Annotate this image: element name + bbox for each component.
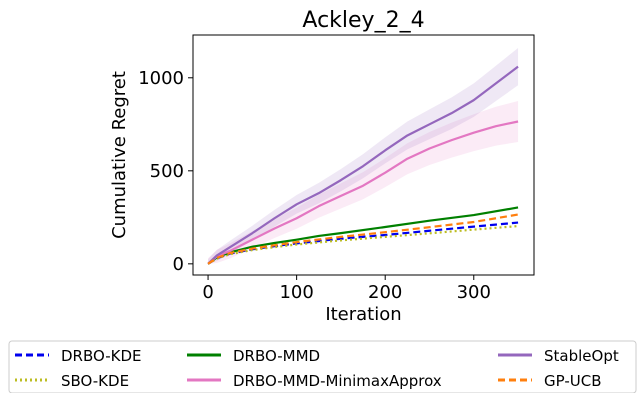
y-tick-label: 500	[150, 161, 184, 182]
x-tick-label: 300	[457, 282, 491, 303]
series-line-drbo-mmd-minimaxapprox	[207, 120, 519, 265]
legend-label-gp-ucb: GP-UCB	[544, 372, 602, 390]
legend-label-drbo-mmd: DRBO-MMD	[233, 347, 320, 365]
series-line-stableopt	[207, 65, 519, 265]
plot-area-frame	[192, 34, 535, 276]
chart-title: Ackley_2_4	[302, 8, 424, 33]
y-axis-label: Cumulative Regret	[109, 71, 130, 239]
y-tick-label: 1000	[138, 68, 184, 89]
legend-label-drbo-mmd-minimaxapprox: DRBO-MMD-MinimaxApprox	[233, 372, 442, 390]
x-tick-label: 200	[368, 282, 402, 303]
y-tick-label: 0	[173, 254, 184, 275]
series-lines	[207, 65, 519, 265]
x-tick-label: 0	[202, 282, 213, 303]
series-line-sbo-kde	[207, 224, 519, 265]
x-tick-label: 100	[279, 282, 313, 303]
x-axis-label: Iteration	[325, 304, 401, 325]
series-line-drbo-kde	[207, 221, 519, 265]
series-line-gp-ucb	[207, 213, 519, 265]
legend: DRBO-KDE DRBO-MMD StableOpt SBO-KDE DRBO-MMD…	[8, 340, 637, 394]
legend-label-drbo-kde: DRBO-KDE	[61, 347, 142, 365]
legend-label-sbo-kde: SBO-KDE	[61, 372, 129, 390]
axis-ticks: 0 100 200 300 0 500 1000	[138, 68, 491, 303]
band-stableopt	[208, 48, 519, 264]
legend-label-stableopt: StableOpt	[544, 347, 619, 365]
